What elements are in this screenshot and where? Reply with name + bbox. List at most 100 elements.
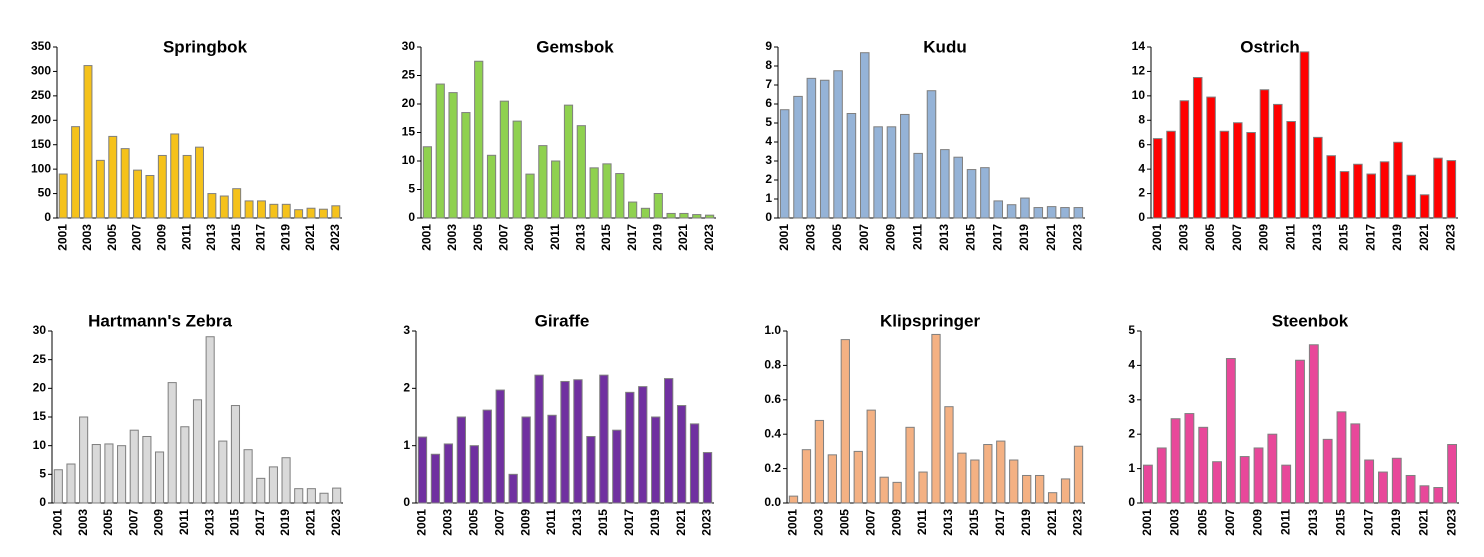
bar	[219, 195, 229, 219]
x-tick-label: 2015	[229, 224, 243, 251]
bar	[1295, 359, 1305, 504]
bar	[1299, 51, 1310, 219]
y-tick-label: 20	[33, 381, 47, 395]
y-tick-label: 4	[765, 134, 772, 148]
bar	[612, 429, 622, 504]
bar	[170, 133, 180, 219]
bar	[1419, 194, 1430, 219]
bar	[846, 113, 857, 219]
y-tick-label: 3	[403, 323, 410, 337]
y-tick-label: 0.8	[764, 358, 781, 372]
bar	[495, 389, 505, 504]
bar	[448, 92, 458, 219]
bar	[602, 163, 612, 219]
y-tick-label: 5	[765, 115, 772, 129]
x-tick-label: 2009	[1251, 509, 1265, 536]
bar	[1225, 358, 1236, 504]
chart-panel: Giraffe 0 1 2 3 2001 2003 2005 2007 2009 2011 2013 2…	[403, 311, 714, 536]
x-tick-label: 2007	[1223, 509, 1237, 536]
bar	[1313, 136, 1323, 219]
x-tick-label: 2003	[1177, 224, 1191, 251]
x-tick-label: 2009	[1257, 224, 1271, 251]
x-tick-label: 2001	[1140, 509, 1154, 536]
bar	[940, 149, 950, 219]
bar	[1378, 471, 1388, 504]
bar	[534, 374, 544, 504]
bar	[840, 339, 850, 504]
x-tick-label: 2001	[415, 509, 429, 536]
y-tick-label: 3	[1128, 392, 1135, 406]
x-tick-label: 2023	[329, 509, 343, 536]
bar	[486, 154, 497, 219]
x-tick-label: 2001	[777, 224, 791, 251]
x-tick-label: 2011	[177, 509, 191, 535]
x-tick-label: 2015	[967, 509, 981, 536]
bar	[1350, 423, 1361, 504]
x-tick-label: 2009	[154, 224, 168, 251]
bar	[319, 492, 329, 504]
y-tick-label: 0.0	[764, 495, 781, 509]
bar	[117, 445, 127, 504]
bar	[853, 450, 863, 504]
bar	[1219, 130, 1230, 219]
x-tick-label: 2019	[1017, 224, 1031, 251]
bar	[482, 409, 492, 504]
x-tick-label: 2017	[990, 224, 1004, 251]
bar	[91, 444, 101, 504]
bar	[294, 209, 304, 219]
bar	[702, 452, 713, 504]
y-tick-label: 5	[408, 182, 415, 196]
bar	[499, 100, 509, 219]
bar	[638, 386, 648, 504]
bar	[538, 145, 548, 219]
x-tick-label: 2005	[1203, 224, 1217, 251]
bar	[456, 416, 466, 504]
bar	[167, 382, 177, 504]
x-tick-label: 2023	[1444, 509, 1458, 536]
bar	[560, 380, 570, 504]
y-tick-label: 5	[1128, 323, 1135, 337]
bar	[417, 436, 428, 504]
bar	[230, 405, 241, 504]
x-tick-label: 2011	[544, 509, 558, 535]
bar	[814, 419, 825, 504]
x-tick-label: 2017	[253, 509, 267, 536]
bar	[58, 173, 68, 219]
bar	[1253, 447, 1264, 504]
x-tick-label: 2021	[1044, 224, 1058, 251]
bar	[430, 453, 441, 504]
x-tick-label: 2013	[204, 224, 218, 251]
bar	[294, 488, 304, 504]
x-tick-label: 2003	[812, 509, 826, 536]
x-tick-label: 2005	[1195, 509, 1209, 536]
bar	[1353, 163, 1363, 219]
y-tick-label: 10	[402, 153, 416, 167]
y-tick-label: 4	[1128, 358, 1135, 372]
bar	[306, 207, 316, 219]
bar	[318, 208, 328, 219]
y-tick-label: 15	[33, 409, 47, 423]
bar	[689, 423, 700, 504]
y-tick-label: 2	[403, 381, 410, 395]
bar	[120, 148, 130, 219]
bar	[651, 416, 661, 504]
x-tick-label: 2021	[303, 224, 317, 251]
bar	[892, 481, 902, 504]
bar	[332, 487, 342, 504]
bar	[692, 214, 702, 219]
y-tick-label: 12	[1132, 64, 1146, 78]
y-tick-label: 0.4	[764, 426, 781, 440]
x-tick-label: 2015	[228, 509, 242, 536]
y-tick-label: 2	[1138, 186, 1145, 200]
bar	[195, 146, 204, 219]
x-tick-label: 2019	[648, 509, 662, 536]
bar	[1060, 478, 1071, 504]
bar	[1035, 474, 1045, 504]
bar	[1393, 141, 1403, 219]
bar	[1166, 130, 1176, 219]
bar	[576, 125, 586, 219]
y-tick-label: 10	[1132, 88, 1146, 102]
bar	[993, 200, 1004, 219]
bar	[205, 336, 215, 504]
